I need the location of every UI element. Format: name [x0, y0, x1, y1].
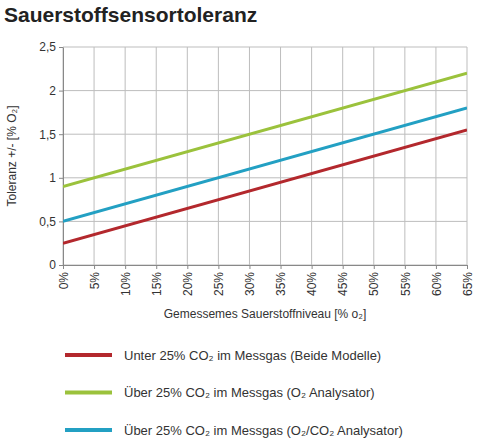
x-axis: 0% 5% 10% 15% 20% 25% 30% 35% 40% 45% 50% 55% 60% 65%	[57, 265, 475, 296]
tick-label: 50%	[367, 272, 381, 296]
tick: 65%	[461, 265, 475, 296]
tick: 1	[49, 171, 63, 185]
tick-label: 0%	[57, 272, 71, 290]
plot: 0 0,5 1 1,5 2 2,5 0% 5% 10% 15% 20% 25% 30% 35% 40% 45%…	[39, 40, 474, 296]
tick: 15%	[150, 265, 164, 296]
tick-label: 60%	[430, 272, 444, 296]
tick-label: 5%	[88, 272, 102, 290]
grid-line	[311, 47, 312, 265]
legend-label: Über 25% CO₂ im Messgas (O₂ Analysator)	[124, 385, 375, 400]
series-line	[63, 108, 467, 221]
tick-label: 0,5	[39, 215, 56, 229]
tick: 60%	[430, 265, 444, 296]
tick: 0,5	[39, 215, 63, 229]
tick-mark	[156, 265, 157, 269]
tick-mark	[281, 265, 282, 269]
grid-line	[63, 177, 467, 178]
tick-label: 30%	[243, 272, 257, 296]
tick-label: 55%	[399, 272, 413, 296]
tick: 20%	[181, 265, 195, 296]
tick-label: 25%	[212, 272, 226, 296]
series-lines	[63, 73, 467, 243]
tick-mark	[467, 265, 468, 269]
tick-mark	[59, 91, 63, 92]
grid-line	[63, 134, 467, 135]
tick: 30%	[243, 265, 257, 296]
legend-swatch	[65, 391, 112, 395]
x-axis-title: Gemessemes Sauerstoffniveau [% o₂]	[164, 307, 367, 321]
grid-line	[125, 47, 126, 265]
tick-label: 2	[49, 84, 56, 98]
tick: 2	[49, 84, 63, 98]
grid-line	[156, 47, 157, 265]
tick-mark	[59, 178, 63, 179]
grid-line	[218, 47, 219, 265]
tick-mark	[249, 265, 250, 269]
tick-label: 2,5	[39, 40, 56, 54]
tick: 50%	[367, 265, 381, 296]
tick-label: 1	[49, 171, 56, 185]
grid	[63, 47, 467, 265]
grid-line	[63, 265, 467, 266]
y-axis-title: Toleranz +/- [% O₂]	[5, 105, 19, 206]
axis-line	[63, 48, 64, 266]
grid-line	[63, 221, 467, 222]
tick-mark	[187, 265, 188, 269]
tick-label: 0	[49, 258, 56, 272]
title: Sauerstoffsensortoleranz	[4, 3, 257, 26]
grid-line	[467, 47, 468, 265]
tick-label: 40%	[305, 272, 319, 296]
tick-mark	[59, 265, 63, 266]
legend-label: Unter 25% CO₂ im Messgas (Beide Modelle)	[124, 348, 381, 363]
tick-mark	[343, 265, 344, 269]
grid-line	[63, 47, 467, 48]
tick: 35%	[274, 265, 288, 296]
tick-label: 35%	[274, 272, 288, 296]
grid-line	[187, 47, 188, 265]
tick-mark	[218, 265, 219, 269]
legend-swatch	[65, 353, 112, 357]
grid-line	[404, 47, 405, 265]
legend-swatch	[65, 428, 112, 432]
series-line	[63, 73, 467, 186]
grid-line	[435, 47, 436, 265]
tick-label: 1,5	[39, 128, 56, 142]
tick-mark	[94, 265, 95, 269]
tick-label: 45%	[336, 272, 350, 296]
grid-line	[249, 47, 250, 265]
tick-mark	[59, 221, 63, 222]
tick: 1,5	[39, 128, 63, 142]
tick-mark	[125, 265, 126, 269]
axis-line	[64, 265, 468, 266]
tick-mark	[405, 265, 406, 269]
grid-line	[94, 47, 95, 265]
tick: 5%	[88, 265, 102, 289]
tick-label: 65%	[461, 272, 475, 296]
tick-mark	[63, 265, 64, 269]
tick: 2,5	[39, 40, 63, 54]
legend: Unter 25% CO₂ im Messgas (Beide Modelle)…	[65, 348, 403, 438]
tick-mark	[374, 265, 375, 269]
tick: 10%	[119, 265, 133, 296]
tick-label: 10%	[119, 272, 133, 296]
tick: 25%	[212, 265, 226, 296]
tick: 40%	[305, 265, 319, 296]
tick-mark	[312, 265, 313, 269]
tick-label: 20%	[181, 272, 195, 296]
tick-mark	[59, 47, 63, 48]
grid-line	[63, 47, 64, 265]
tick-mark	[436, 265, 437, 269]
tick: 45%	[336, 265, 350, 296]
tick-mark	[59, 134, 63, 135]
series-line	[63, 130, 467, 243]
legend-label: Über 25% CO₂ im Messgas (O₂/CO₂ Analysat…	[124, 423, 403, 438]
chart: Sauerstoffsensortoleranz 0 0,5 1 1,5 2 2,5 0% 5%…	[0, 0, 500, 447]
grid-line	[280, 47, 281, 265]
tick: 0%	[57, 265, 71, 289]
tick-label: 15%	[150, 272, 164, 296]
tick: 0	[49, 258, 63, 272]
grid-line	[342, 47, 343, 265]
y-axis: 0 0,5 1 1,5 2 2,5	[39, 40, 63, 272]
tick: 55%	[399, 265, 413, 296]
